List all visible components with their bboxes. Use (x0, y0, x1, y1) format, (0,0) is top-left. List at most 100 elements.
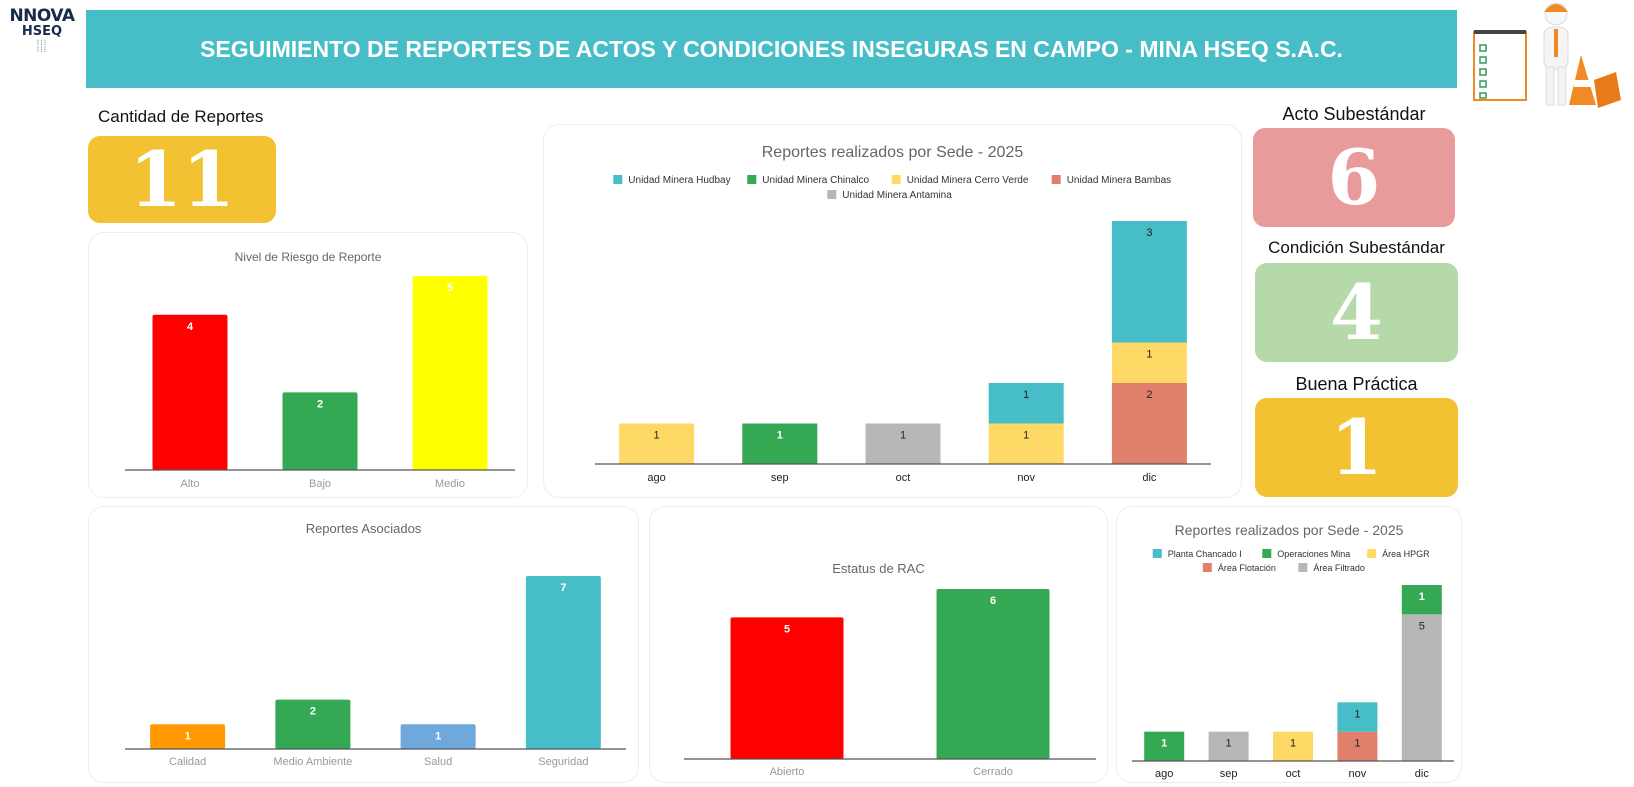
bar-value-label: 3 (1146, 227, 1152, 239)
x-tick-label: nov (1017, 472, 1035, 484)
x-tick-label: Salud (424, 756, 452, 768)
buena-practica-value: 1 (1255, 398, 1458, 497)
legend-swatch (1298, 563, 1308, 572)
bar-value-label: 1 (1290, 738, 1296, 750)
bar-value-label: 7 (560, 582, 566, 594)
bar (400, 724, 476, 749)
bar-value-label: 1 (1023, 430, 1029, 442)
bar-value-label: 1 (1146, 349, 1152, 361)
legend-label: Área Filtrado (1313, 563, 1365, 573)
x-tick-label: Cerrado (973, 766, 1013, 778)
bar (275, 699, 351, 749)
legend-swatch (1262, 549, 1272, 558)
bar-segment (1337, 731, 1378, 761)
bar-value-label: 1 (1419, 591, 1425, 603)
bar-segment (1111, 383, 1187, 464)
safety-worker-checklist-cones-icon (1466, 0, 1626, 115)
bar-value-label: 1 (1161, 738, 1167, 750)
acto-subestandar-label: Acto Subestándar (1282, 104, 1426, 124)
bar-segment (1337, 702, 1378, 732)
risk-level-chart: Nivel de Riesgo de Reporte 4 Alto 2 Bajo 5 Med… (125, 250, 515, 490)
x-tick-label: sep (1220, 768, 1238, 780)
legend-label: Unidad Minera Cerro Verde (907, 175, 1029, 186)
bar-value-label: 5 (1419, 620, 1425, 632)
legend-swatch (1152, 549, 1162, 558)
acto-subestandar-value: 6 (1253, 128, 1455, 227)
bar (936, 589, 1050, 759)
chart-title: Reportes realizados por Sede - 2025 (762, 144, 1024, 161)
rac-status-chart-card: Estatus de RAC 5 Abierto 6 Cerrado (649, 506, 1108, 783)
legend-label: Operaciones Mina (1277, 549, 1350, 559)
x-tick-label: Seguridad (538, 756, 588, 768)
bar-value-label: 2 (317, 398, 323, 410)
bar-value-label: 1 (900, 430, 906, 442)
rac-status-chart: Estatus de RAC 5 Abierto 6 Cerrado (684, 561, 1096, 778)
reports-by-site-chart: Reportes realizados por Sede - 2025 Unida… (595, 144, 1211, 484)
reports-by-area-chart: Reportes realizados por Sede - 2025 Plant… (1132, 522, 1454, 780)
bar-segment (1144, 731, 1185, 761)
bar-segment (988, 383, 1064, 424)
bar-value-label: 1 (1354, 708, 1360, 720)
x-tick-label: Medio Ambiente (273, 756, 352, 768)
bar-segment (619, 423, 695, 464)
bar-value-label: 1 (654, 430, 660, 442)
bar-segment (865, 423, 941, 464)
bar-value-label: 1 (777, 430, 783, 442)
bar-value-label: 5 (447, 282, 453, 294)
bar-value-label: 1 (1226, 738, 1232, 750)
associated-reports-chart-card: Reportes Asociados 1 Calidad 2 Medio Ambient… (88, 506, 639, 783)
bar (730, 617, 844, 759)
reports-by-site-chart-card: Reportes realizados por Sede - 2025 Unida… (543, 124, 1242, 498)
bar-segment (1111, 221, 1187, 343)
legend-swatch (1051, 175, 1061, 184)
x-tick-label: Medio (435, 478, 465, 490)
bar-value-label: 2 (310, 706, 316, 718)
bar-value-label: 5 (784, 623, 790, 635)
page-title-banner: SEGUIMIENTO DE REPORTES DE ACTOS Y CONDI… (86, 10, 1457, 88)
company-logo: NNOVA HSEQ ⁝⁝⁝ ⁝⁝⁝ (2, 6, 82, 66)
legend-label: Unidad Minera Antamina (842, 190, 952, 201)
legend-swatch (1202, 563, 1212, 572)
legend-label: Unidad Minera Bambas (1067, 175, 1172, 186)
bar-value-label: 4 (187, 321, 194, 333)
bar-value-label: 2 (1146, 389, 1152, 401)
legend-label: Unidad Minera Chinalco (762, 175, 869, 186)
x-tick-label: sep (771, 472, 789, 484)
bar (150, 724, 226, 749)
chart-title: Estatus de RAC (832, 561, 925, 576)
buena-practica-label: Buena Práctica (1295, 374, 1418, 394)
total-reports-value: 11 (88, 135, 276, 224)
page-title: SEGUIMIENTO DE REPORTES DE ACTOS Y CONDI… (200, 35, 1343, 62)
legend-label: Planta Chancado I (1168, 549, 1242, 559)
bar-segment (988, 423, 1064, 464)
legend-swatch (1367, 549, 1377, 558)
bar (282, 392, 358, 470)
legend-swatch (827, 190, 837, 199)
bar (152, 314, 228, 470)
x-tick-label: Alto (181, 478, 200, 490)
chart-title: Reportes realizados por Sede - 2025 (1175, 522, 1404, 538)
x-tick-label: ago (1155, 768, 1173, 780)
bar (412, 276, 488, 470)
x-tick-label: oct (896, 472, 911, 484)
associated-reports-chart: Reportes Asociados 1 Calidad 2 Medio Ambient… (125, 521, 626, 768)
x-tick-label: oct (1286, 768, 1301, 780)
bar-value-label: 1 (435, 730, 441, 742)
bar-value-label: 1 (1023, 389, 1029, 401)
legend-label: Área HPGR (1382, 549, 1430, 559)
bar-value-label: 1 (185, 730, 191, 742)
x-tick-label: nov (1349, 768, 1367, 780)
bar-segment (1401, 614, 1442, 761)
condicion-subestandar-value: 4 (1255, 263, 1458, 362)
logo-dots: ⁝⁝⁝ ⁝⁝⁝ (36, 38, 48, 54)
x-tick-label: Bajo (309, 478, 331, 490)
reports-by-area-chart-card: Reportes realizados por Sede - 2025 Plant… (1116, 506, 1462, 783)
legend-label: Unidad Minera Hudbay (628, 175, 730, 186)
bar-segment (1111, 342, 1187, 383)
legend-swatch (747, 175, 757, 184)
chart-title: Nivel de Riesgo de Reporte (235, 250, 382, 264)
x-tick-label: dic (1142, 472, 1157, 484)
legend-label: Área Flotación (1218, 563, 1276, 573)
condicion-subestandar-label: Condición Subestándar (1268, 238, 1445, 257)
total-reports-label: Cantidad de Reportes (98, 107, 264, 126)
